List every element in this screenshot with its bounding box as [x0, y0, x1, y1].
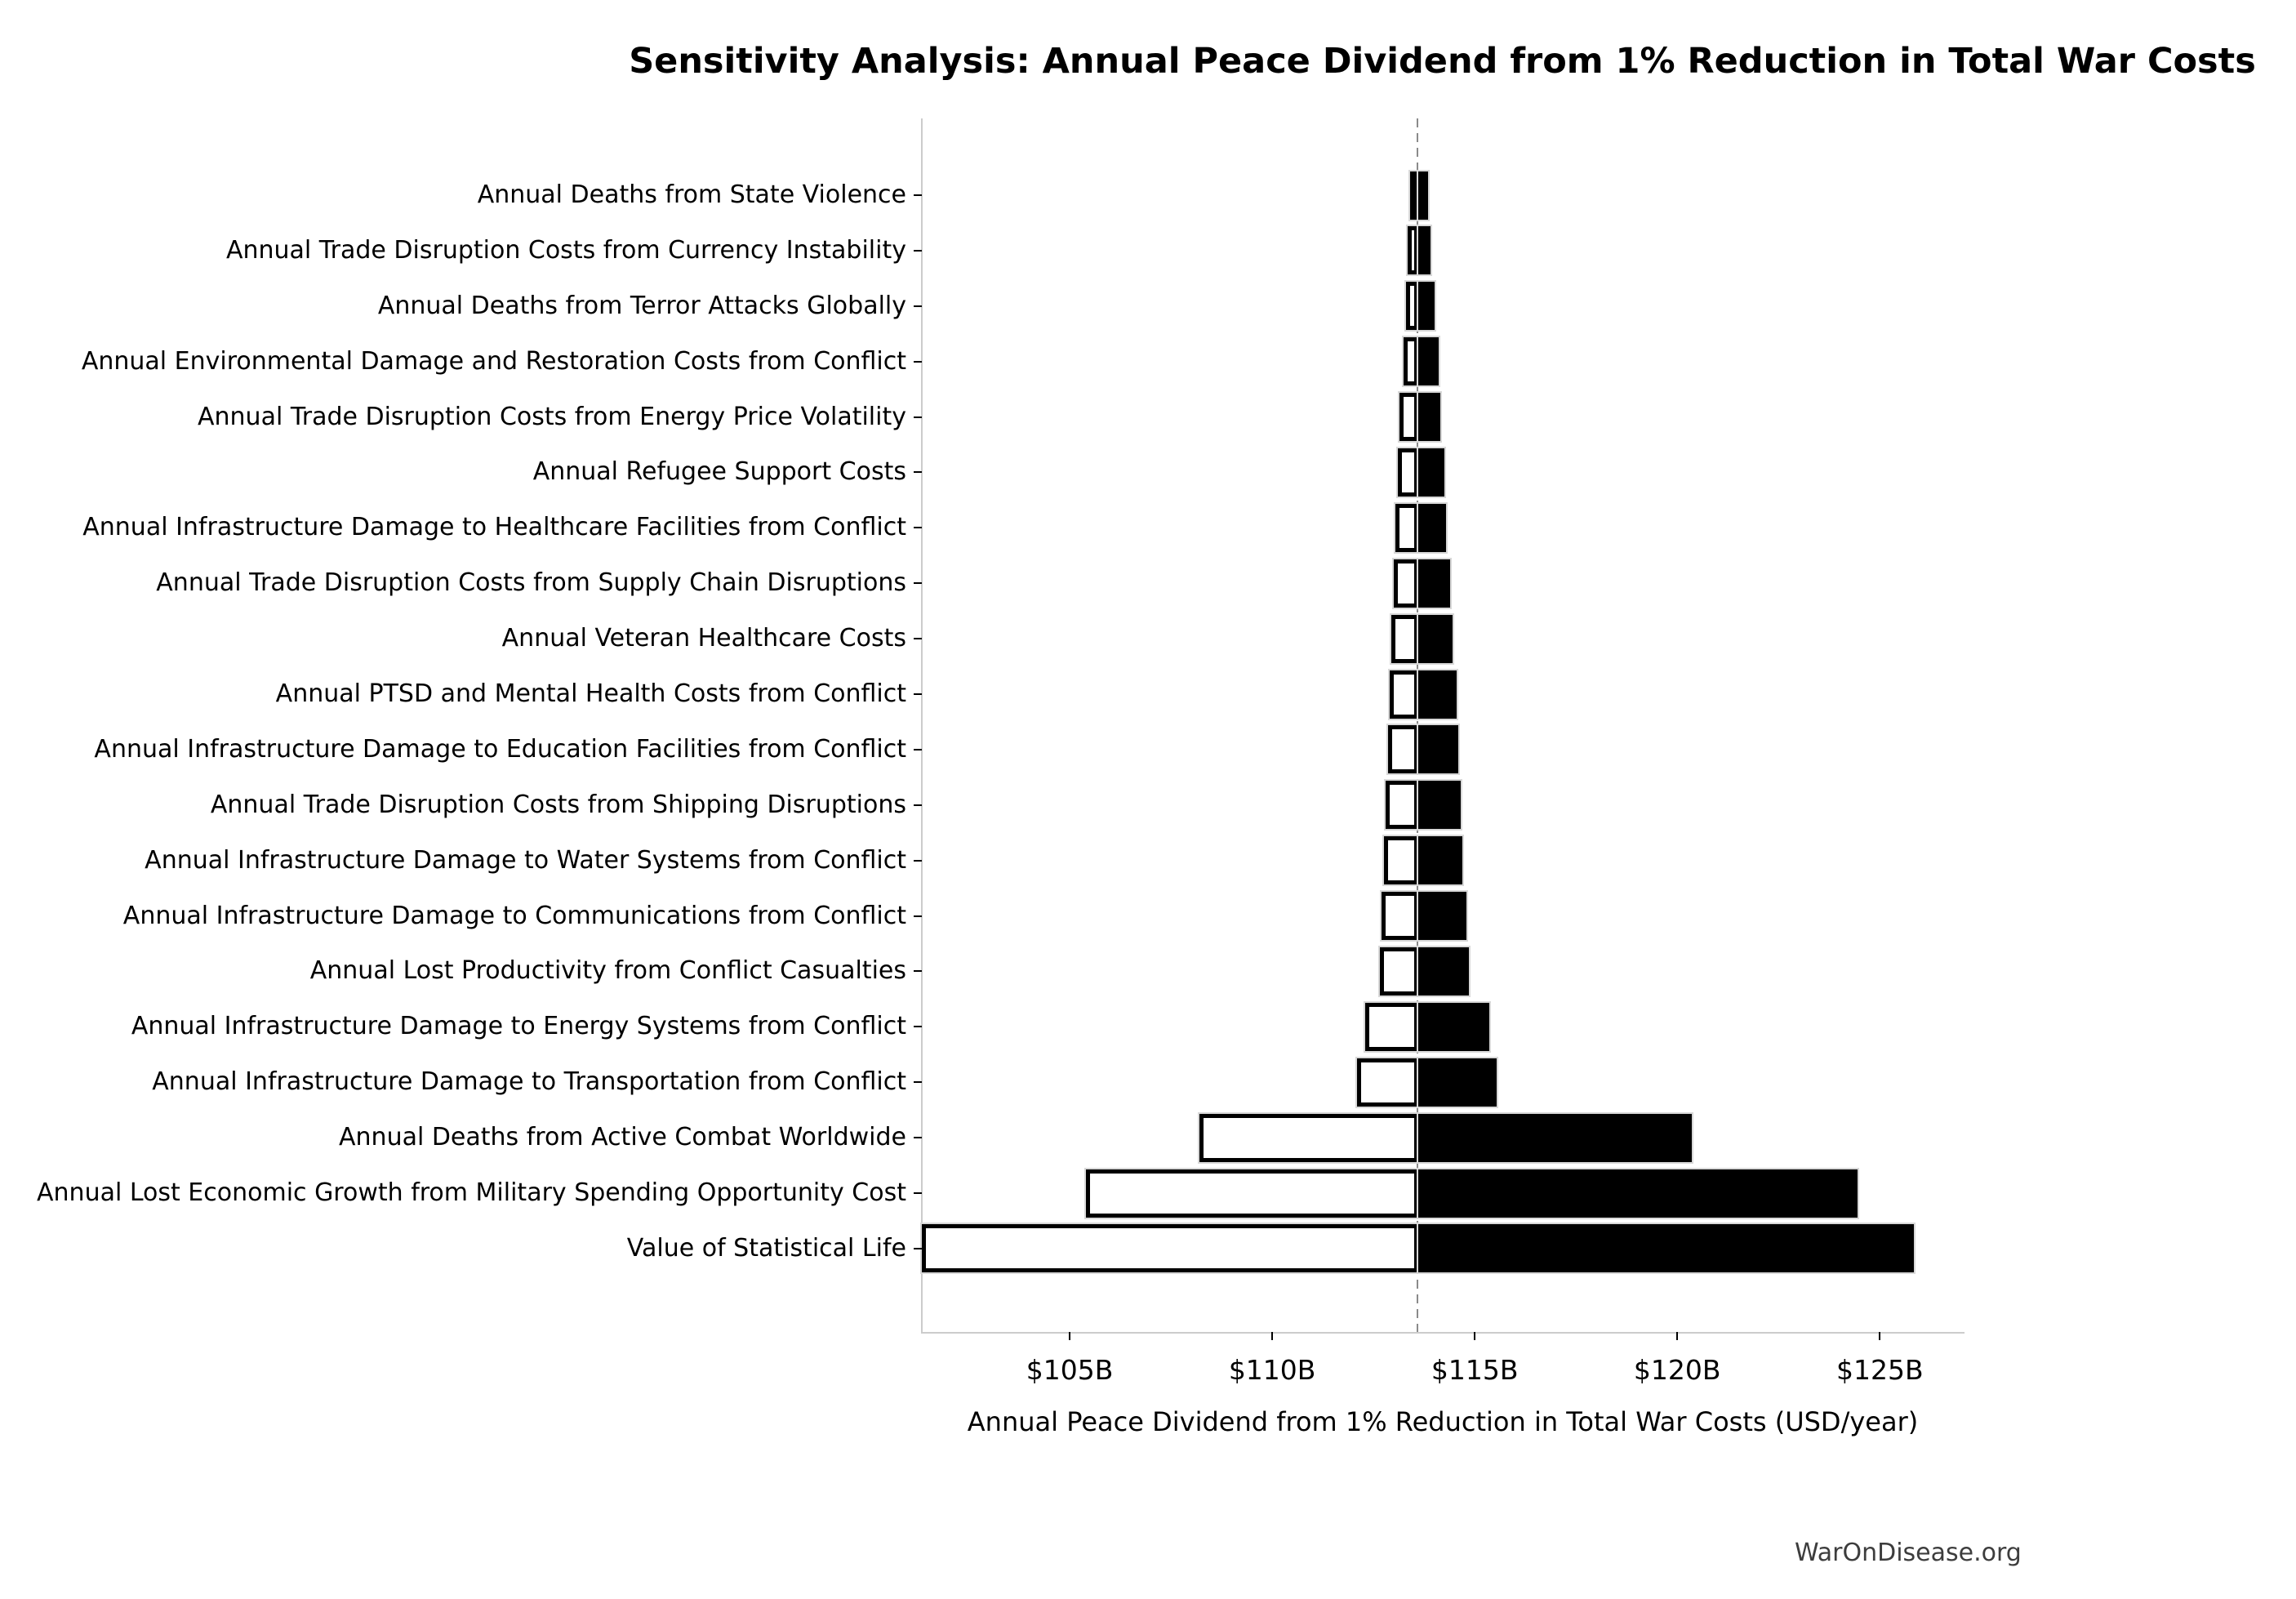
high-bar — [1417, 946, 1469, 995]
y-tick-label: Annual Infrastructure Damage to Healthca… — [82, 513, 906, 542]
low-bar — [1390, 670, 1418, 719]
y-tick-mark — [914, 527, 922, 529]
y-tick-label: Annual PTSD and Mental Health Costs from… — [275, 679, 906, 708]
high-bar — [1417, 171, 1429, 220]
y-tick-label: Annual Environmental Damage and Restorat… — [81, 346, 906, 376]
high-bar — [1417, 1058, 1497, 1107]
high-bar — [1417, 503, 1447, 552]
low-bar — [1404, 337, 1418, 386]
y-tick-mark — [914, 638, 922, 640]
y-tick-label: Annual Lost Economic Growth from Militar… — [37, 1178, 906, 1208]
chart-title: Sensitivity Analysis: Annual Peace Divid… — [629, 41, 2256, 82]
high-bar — [1417, 614, 1453, 663]
low-bar — [1386, 781, 1418, 830]
low-bar — [1379, 946, 1418, 995]
low-bar — [1408, 226, 1418, 275]
high-bar — [1417, 1113, 1692, 1162]
high-bar — [1417, 1169, 1858, 1218]
low-bar — [1085, 1169, 1418, 1218]
high-bar — [1417, 282, 1435, 331]
y-tick-label: Annual Infrastructure Damage to Transpor… — [152, 1067, 906, 1097]
x-tick-label: $125B — [1835, 1354, 1924, 1386]
y-tick-mark — [914, 970, 922, 973]
y-tick-mark — [914, 748, 922, 751]
low-bar — [1391, 614, 1418, 663]
high-bar — [1417, 1002, 1489, 1051]
x-tick-mark — [1271, 1332, 1274, 1340]
y-axis-line — [921, 118, 923, 1334]
high-bar — [1417, 559, 1451, 608]
low-bar — [1383, 836, 1418, 885]
y-tick-mark — [914, 249, 922, 252]
low-bar — [1399, 393, 1418, 442]
y-tick-label: Annual Deaths from State Violence — [477, 180, 906, 209]
y-tick-mark — [914, 360, 922, 363]
y-tick-mark — [914, 1026, 922, 1028]
y-tick-label: Annual Veteran Healthcare Costs — [501, 624, 906, 653]
y-tick-label: Annual Trade Disruption Costs from Suppl… — [156, 568, 906, 598]
y-tick-mark — [914, 1081, 922, 1084]
x-axis-label: Annual Peace Dividend from 1% Reduction … — [967, 1406, 1919, 1437]
high-bar — [1417, 1224, 1915, 1273]
high-bar — [1417, 781, 1461, 830]
high-bar — [1417, 226, 1431, 275]
low-bar — [1397, 448, 1418, 497]
baseline-dashed-line — [1417, 118, 1418, 1332]
low-bar — [922, 1224, 1418, 1273]
x-tick-mark — [1069, 1332, 1071, 1340]
y-tick-label: Annual Infrastructure Damage to Communic… — [122, 901, 906, 930]
y-tick-label: Annual Deaths from Terror Attacks Global… — [377, 291, 906, 320]
y-tick-label: Annual Trade Disruption Costs from Energ… — [198, 402, 906, 431]
x-axis-line — [921, 1332, 1965, 1334]
y-tick-mark — [914, 1137, 922, 1139]
x-tick-label: $110B — [1228, 1354, 1316, 1386]
y-tick-label: Annual Trade Disruption Costs from Shipp… — [210, 790, 906, 819]
low-bar — [1409, 171, 1418, 220]
high-bar — [1417, 836, 1463, 885]
y-tick-mark — [914, 305, 922, 307]
y-tick-label: Annual Infrastructure Damage to Water Sy… — [145, 845, 906, 875]
high-bar — [1417, 670, 1457, 719]
y-tick-label: Annual Refugee Support Costs — [532, 457, 906, 487]
y-tick-mark — [914, 194, 922, 196]
low-bar — [1357, 1058, 1418, 1107]
low-bar — [1382, 892, 1418, 941]
y-tick-label: Annual Lost Productivity from Conflict C… — [309, 956, 906, 986]
low-bar — [1393, 559, 1418, 608]
low-bar — [1365, 1002, 1418, 1051]
y-tick-mark — [914, 859, 922, 862]
x-tick-mark — [1474, 1332, 1476, 1340]
x-tick-label: $120B — [1633, 1354, 1721, 1386]
low-bar — [1387, 725, 1418, 774]
high-bar — [1417, 393, 1440, 442]
x-tick-label: $105B — [1026, 1354, 1114, 1386]
low-bar — [1395, 503, 1418, 552]
y-tick-mark — [914, 1192, 922, 1195]
x-tick-mark — [1676, 1332, 1679, 1340]
y-tick-label: Annual Infrastructure Damage to Energy S… — [131, 1012, 906, 1041]
high-bar — [1417, 337, 1439, 386]
y-tick-label: Annual Deaths from Active Combat Worldwi… — [339, 1123, 906, 1152]
y-tick-label: Value of Statistical Life — [626, 1233, 906, 1263]
high-bar — [1417, 892, 1467, 941]
y-tick-label: Annual Infrastructure Damage to Educatio… — [94, 734, 906, 764]
y-tick-mark — [914, 915, 922, 917]
low-bar — [1405, 282, 1418, 331]
y-tick-mark — [914, 804, 922, 806]
x-tick-label: $115B — [1431, 1354, 1519, 1386]
x-tick-mark — [1879, 1332, 1881, 1340]
y-tick-mark — [914, 582, 922, 585]
y-tick-mark — [914, 416, 922, 418]
high-bar — [1417, 725, 1459, 774]
low-bar — [1199, 1113, 1418, 1162]
y-tick-label: Annual Trade Disruption Costs from Curre… — [225, 235, 906, 265]
y-tick-mark — [914, 471, 922, 474]
y-tick-mark — [914, 1247, 922, 1249]
source-attribution: WarOnDisease.org — [1795, 1539, 2022, 1567]
y-tick-mark — [914, 693, 922, 695]
high-bar — [1417, 448, 1444, 497]
